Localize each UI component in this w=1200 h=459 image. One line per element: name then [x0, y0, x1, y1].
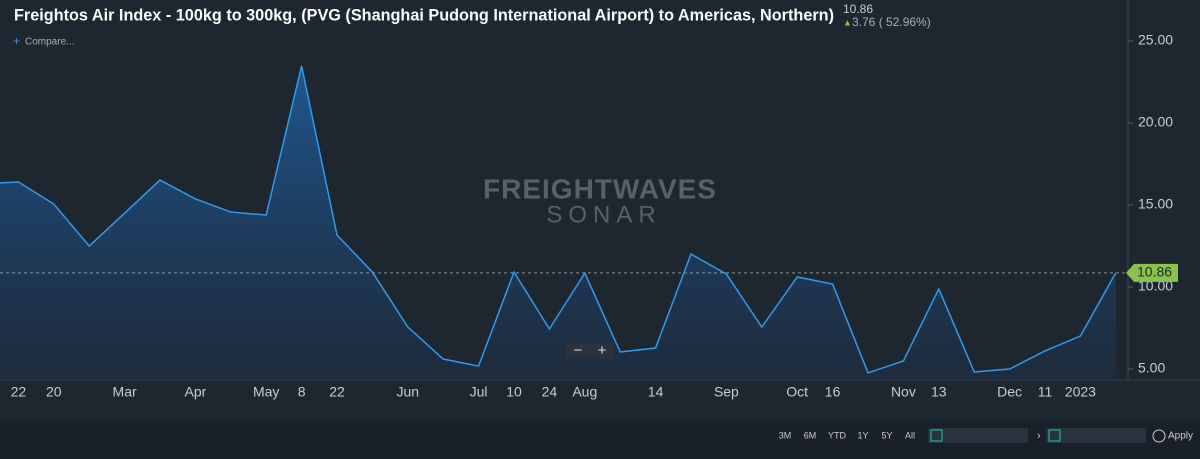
x-tick-label: Oct [786, 384, 808, 400]
range-button[interactable]: 5Y [881, 430, 892, 440]
watermark: FREIGHTWAVES [483, 173, 717, 204]
date-input[interactable] [1046, 428, 1146, 443]
apply-button[interactable]: Apply [1168, 431, 1193, 442]
range-button[interactable]: All [905, 430, 915, 440]
range-buttons: 3M 6M YTD 1Y 5Y All [779, 430, 915, 440]
arrow: › [1037, 430, 1041, 442]
x-tick-label: May [253, 384, 279, 400]
zoom-controls [566, 343, 614, 359]
x-tick-label: Nov [891, 384, 916, 400]
plot [0, 65, 1117, 380]
area [0, 65, 1116, 380]
chart-title: Freightos Air Index - 100kg to 300kg, (P… [14, 5, 834, 24]
compare-icon[interactable]: + [13, 34, 20, 48]
x-tick-label: 11 [1038, 384, 1053, 400]
x-tick-label: 8 [298, 384, 306, 400]
up-arrow: ▲ [843, 17, 852, 27]
compare-button[interactable]: Compare... [25, 37, 74, 48]
range-button[interactable]: YTD [828, 430, 847, 440]
x-tick-label: Mar [113, 384, 137, 400]
calendar-icon [930, 429, 943, 442]
x-tick-label: 24 [542, 384, 558, 400]
y-tick-label: 20.00 [1138, 114, 1173, 130]
last-value-tag [1126, 263, 1178, 282]
calendar-icon [1048, 429, 1061, 442]
x-tick-label: 13 [931, 384, 947, 400]
x-tick-label: 16 [825, 384, 841, 400]
x-tick-label: Aug [572, 384, 597, 400]
change: 3.76 ( 52.96%) [852, 15, 931, 29]
x-tick-label: Jun [397, 384, 420, 400]
range-button[interactable]: 1Y [857, 430, 868, 440]
x-tick-label: Jul [470, 384, 488, 400]
x-tick-label: Dec [997, 384, 1022, 400]
y-tick-label: 5.00 [1138, 360, 1165, 376]
range-button[interactable]: 6M [804, 430, 817, 440]
watermark: SONAR [546, 201, 661, 228]
zoom-out[interactable]: − [574, 342, 583, 359]
x-tick-label: 10 [506, 384, 522, 400]
zoom-in[interactable]: + [598, 342, 607, 359]
last-value: 10.86 [843, 2, 873, 16]
x-tick-label: 22 [11, 384, 27, 400]
last-value-tag-label: 10.86 [1137, 264, 1172, 280]
x-tick-label: Apr [185, 384, 207, 400]
y-tick-label: 25.00 [1138, 32, 1173, 48]
y-tick-label: 15.00 [1138, 196, 1173, 212]
x-tick-label: Sep [714, 384, 739, 400]
range-button[interactable]: 3M [779, 430, 792, 440]
line [0, 65, 1117, 374]
date-input[interactable] [928, 428, 1028, 443]
x-tick-label: 22 [329, 384, 345, 400]
apply-icon [1152, 429, 1166, 443]
x-tick-label: 14 [648, 384, 664, 400]
x-tick-label: 20 [46, 384, 62, 400]
x-tick-label: 2023 [1065, 384, 1096, 400]
